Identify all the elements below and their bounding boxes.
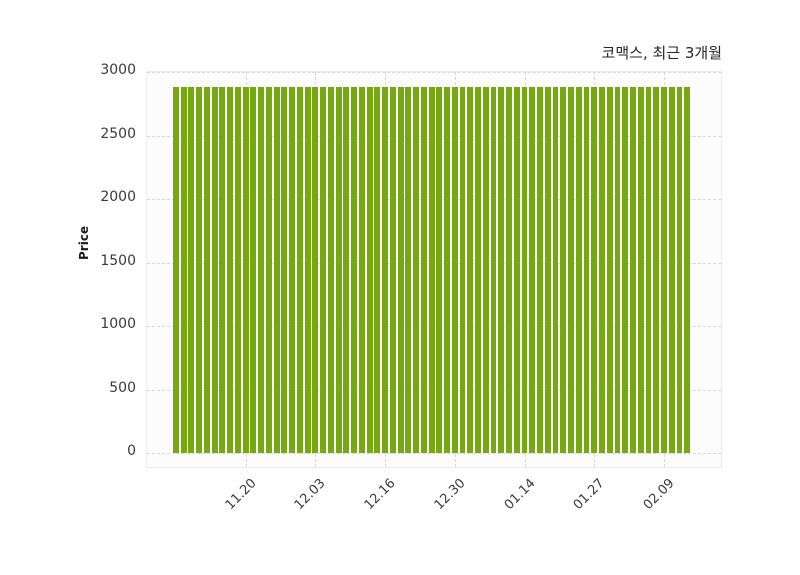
- x-axis-tick-label: 12.30: [431, 476, 469, 513]
- bar: [389, 87, 396, 453]
- bar: [242, 87, 249, 453]
- bar: [498, 87, 505, 453]
- gridline-horizontal: [147, 453, 721, 454]
- bar: [382, 87, 389, 453]
- bar: [358, 87, 365, 453]
- bar: [173, 87, 179, 453]
- bar: [451, 87, 458, 453]
- bar: [599, 87, 605, 453]
- bar: [413, 87, 419, 453]
- y-axis-tick-label: 2000: [100, 189, 136, 205]
- bar: [521, 87, 528, 453]
- bar: [180, 87, 187, 453]
- bar: [343, 87, 350, 453]
- plot-area: [146, 71, 722, 468]
- bar: [630, 87, 636, 453]
- bar: [351, 87, 358, 453]
- y-axis-tick-label: 1500: [100, 252, 136, 269]
- bar: [273, 87, 280, 453]
- bar: [661, 87, 667, 453]
- bar: [397, 87, 404, 453]
- y-axis-tick-label: 500: [109, 379, 136, 396]
- bar: [614, 87, 621, 453]
- x-axis-tick-label: 11.20: [222, 476, 260, 513]
- bar: [591, 87, 598, 453]
- bar: [320, 87, 327, 453]
- bar: [606, 87, 613, 453]
- gridline-horizontal: [147, 72, 721, 73]
- bar: [575, 87, 582, 453]
- y-axis-tick-label: 2500: [100, 125, 136, 142]
- bar: [684, 87, 691, 453]
- bar: [583, 87, 590, 453]
- bar: [444, 87, 450, 453]
- bar: [560, 87, 567, 453]
- bar: [668, 87, 675, 453]
- bar: [234, 87, 241, 453]
- bar: [227, 87, 234, 453]
- y-axis-tick-label: 0: [127, 443, 136, 459]
- bar: [219, 87, 226, 453]
- bar: [289, 87, 296, 453]
- bar: [420, 87, 427, 453]
- bar: [258, 87, 265, 453]
- bar: [188, 87, 195, 453]
- bar: [506, 87, 512, 453]
- bar: [366, 87, 373, 453]
- bar: [568, 87, 574, 453]
- bar: [653, 87, 660, 453]
- bar: [676, 87, 683, 453]
- bar: [490, 87, 497, 453]
- bar: [374, 87, 381, 453]
- x-axis-tick-label: 02.09: [640, 476, 678, 513]
- bar: [428, 87, 435, 453]
- x-axis-tick-label: 12.03: [292, 476, 329, 513]
- bar: [436, 87, 443, 453]
- bar: [645, 87, 652, 453]
- bar: [196, 87, 203, 453]
- bar: [296, 87, 303, 453]
- bar: [552, 87, 559, 453]
- bar-series: [147, 72, 721, 467]
- bar: [405, 87, 412, 453]
- bar: [335, 87, 342, 453]
- bar: [482, 87, 489, 453]
- bar: [529, 87, 536, 453]
- bar: [250, 87, 257, 453]
- bar: [459, 87, 466, 453]
- bar: [281, 87, 288, 453]
- bar: [304, 87, 311, 453]
- bar: [203, 87, 210, 453]
- chart-title: 코맥스, 최근 3개월: [601, 44, 722, 62]
- bar: [467, 87, 474, 453]
- bar: [544, 87, 551, 453]
- bar: [637, 87, 644, 453]
- bar: [312, 87, 319, 453]
- bar: [265, 87, 272, 453]
- y-axis-tick-label: 1000: [100, 316, 136, 332]
- bar: [622, 87, 629, 453]
- x-axis-tick-label: 01.27: [570, 476, 608, 513]
- x-axis-tick-label: 12.16: [361, 476, 399, 513]
- bar: [211, 87, 218, 453]
- x-axis-tick-label: 01.14: [501, 476, 539, 513]
- bar: [513, 87, 520, 453]
- y-axis-tick-label: 3000: [100, 62, 136, 78]
- bar: [537, 87, 543, 453]
- bar: [327, 87, 334, 453]
- bar: [475, 87, 481, 453]
